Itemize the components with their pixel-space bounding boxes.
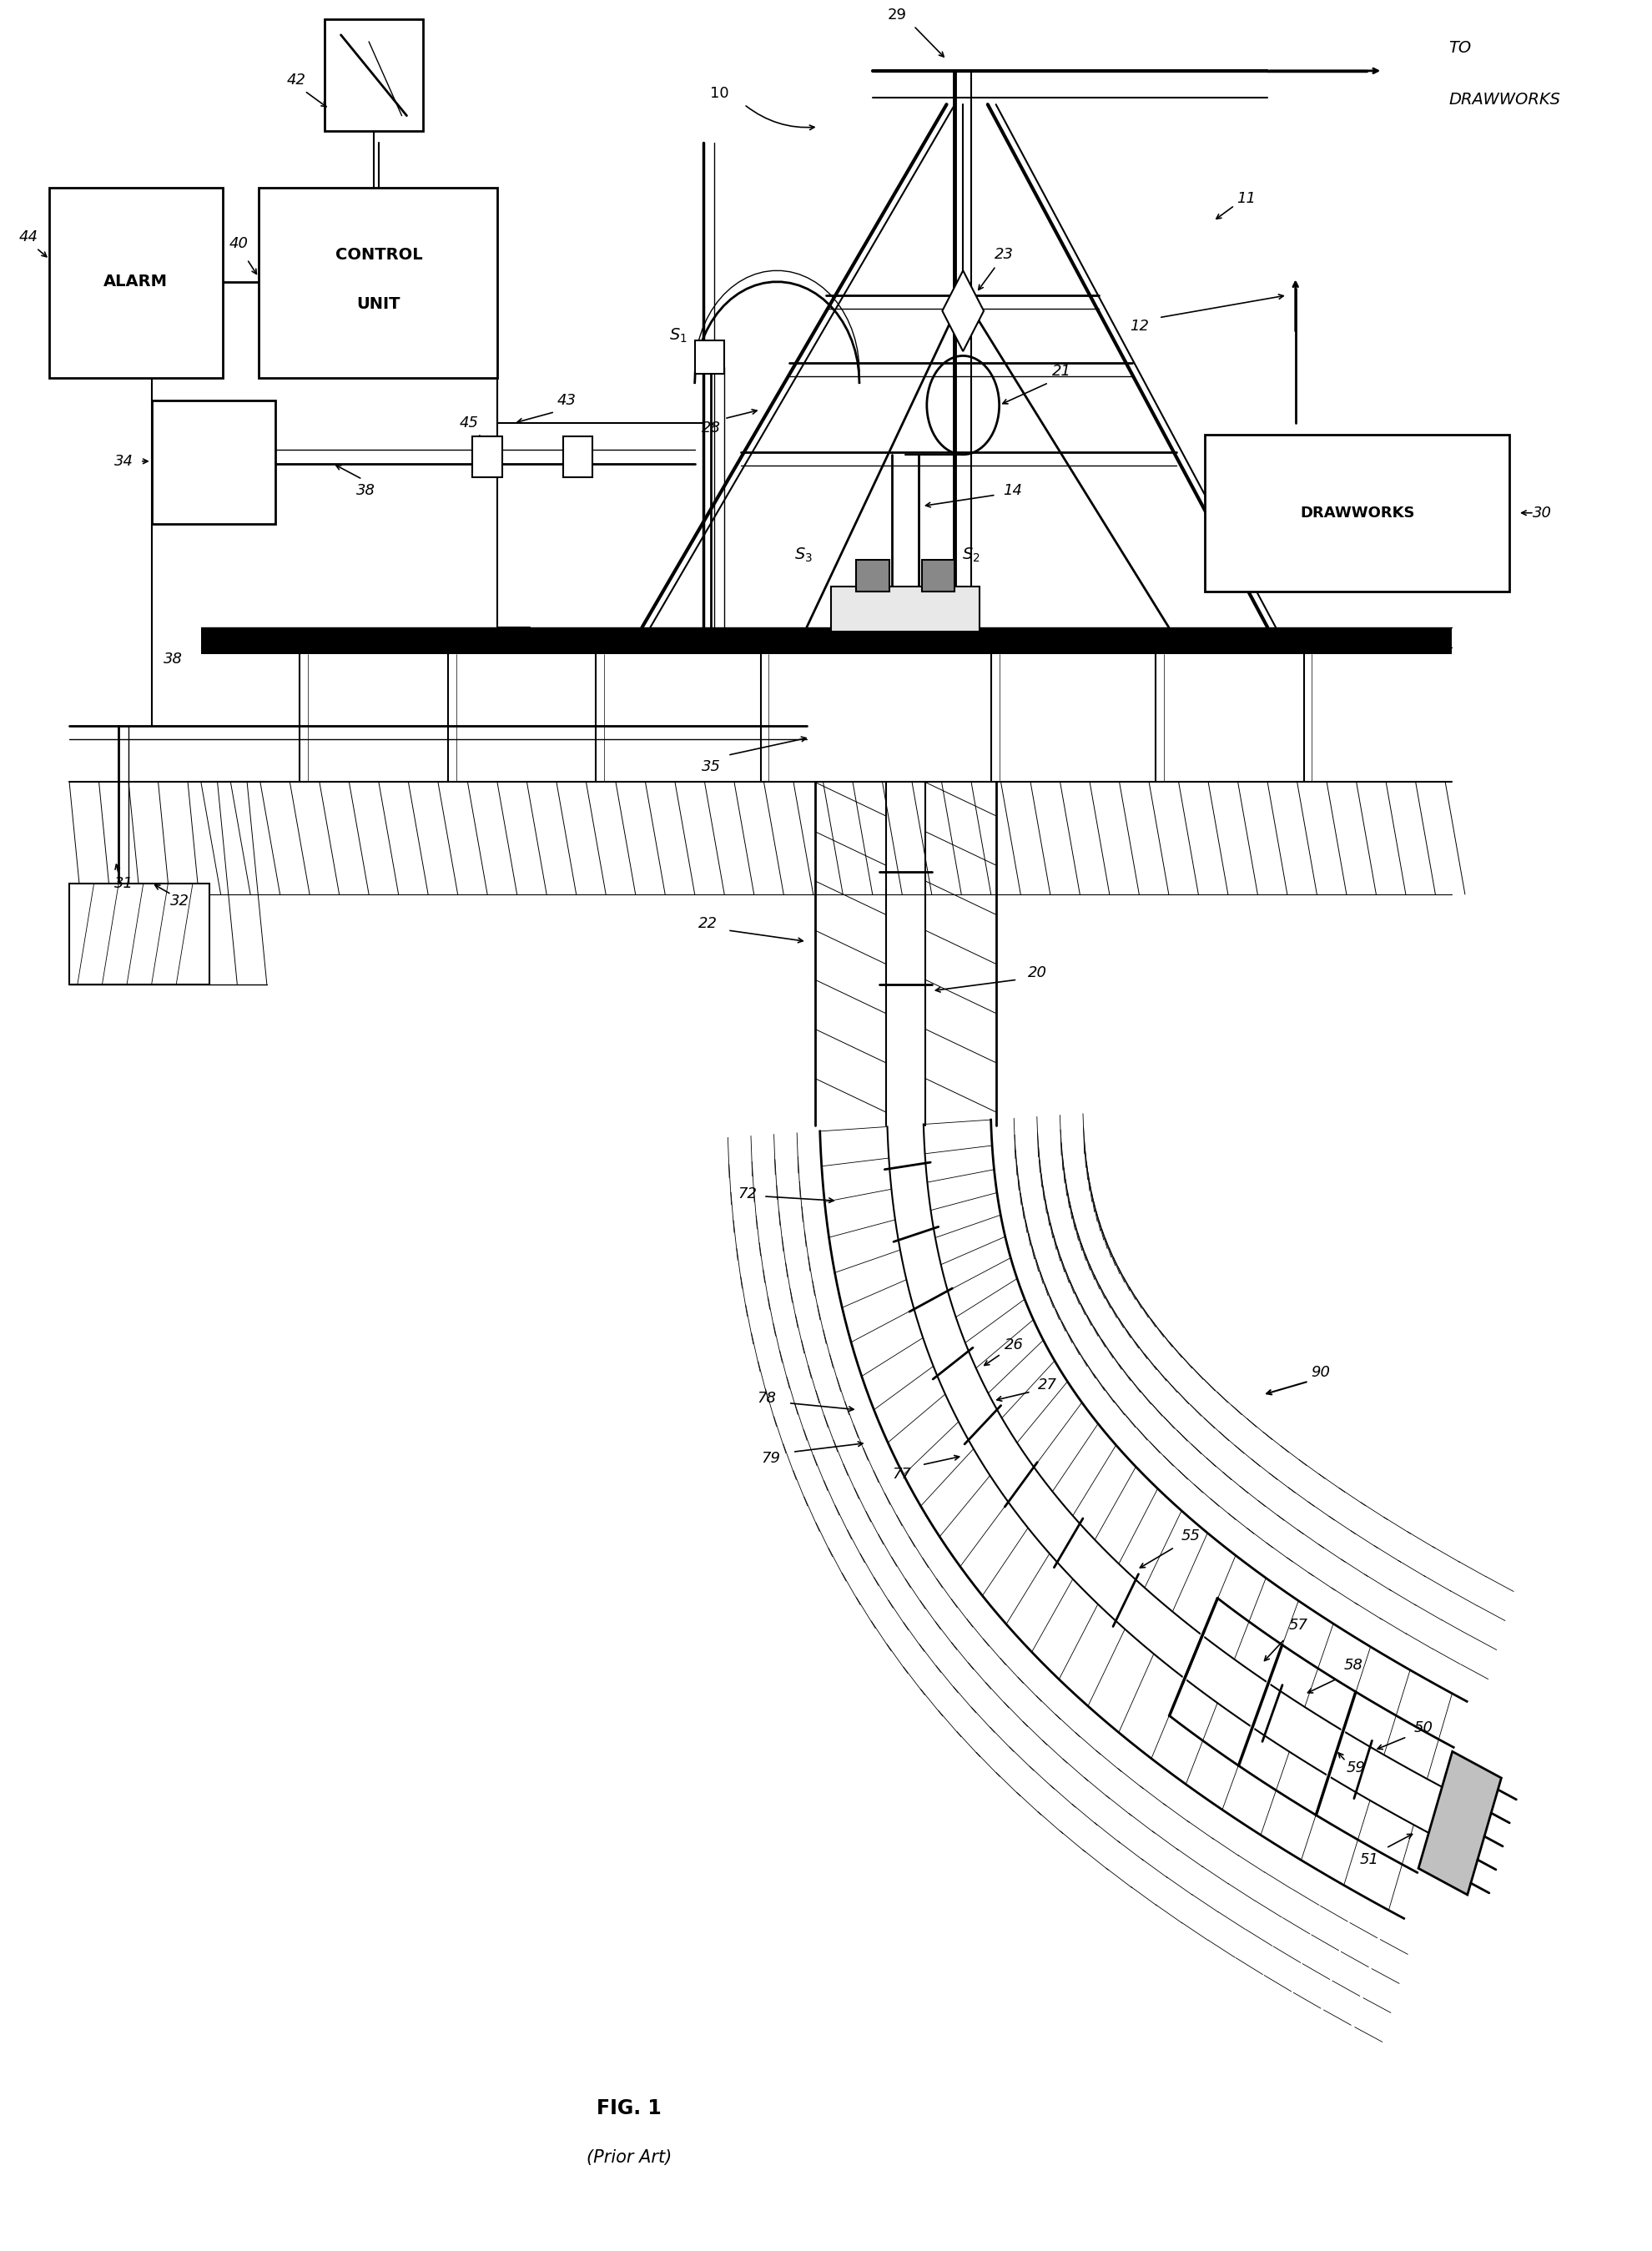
Polygon shape: [942, 270, 983, 351]
Bar: [831, 588, 980, 633]
Bar: [152, 401, 274, 524]
Text: ALARM: ALARM: [102, 275, 167, 290]
Bar: [694, 340, 724, 374]
Text: 58: 58: [1343, 1657, 1363, 1672]
Text: 42: 42: [287, 72, 306, 88]
Text: 32: 32: [170, 894, 188, 909]
Bar: [856, 560, 889, 592]
Bar: [563, 437, 593, 477]
Text: 26: 26: [1004, 1337, 1023, 1353]
Text: CONTROL: CONTROL: [335, 248, 423, 263]
Text: 79: 79: [762, 1452, 780, 1465]
Text: 27: 27: [1037, 1378, 1057, 1393]
Text: DRAWWORKS: DRAWWORKS: [1298, 506, 1414, 520]
Text: 59: 59: [1345, 1760, 1365, 1776]
Text: 21: 21: [1052, 365, 1070, 378]
Text: 22: 22: [697, 916, 717, 932]
Text: 57: 57: [1289, 1618, 1307, 1632]
Text: 51: 51: [1360, 1853, 1378, 1866]
Text: 38: 38: [164, 651, 182, 666]
Text: 77: 77: [892, 1465, 912, 1481]
Bar: [50, 187, 223, 378]
Text: 55: 55: [1181, 1528, 1199, 1544]
Text: 28: 28: [700, 421, 720, 434]
Bar: [324, 20, 423, 131]
Text: 43: 43: [557, 394, 575, 407]
Bar: [922, 560, 953, 592]
Text: DRAWWORKS: DRAWWORKS: [1447, 92, 1559, 108]
Text: TO: TO: [1447, 41, 1470, 56]
Text: 20: 20: [1028, 966, 1046, 981]
Text: 29: 29: [887, 7, 907, 23]
Text: 23: 23: [995, 248, 1013, 263]
Text: 78: 78: [757, 1391, 776, 1407]
Text: 31: 31: [114, 876, 134, 891]
Text: 90: 90: [1310, 1364, 1330, 1380]
Text: 35: 35: [700, 759, 720, 774]
Text: UNIT: UNIT: [357, 297, 400, 313]
Text: 30: 30: [1531, 506, 1551, 520]
Text: 12: 12: [1128, 320, 1148, 333]
Text: 10: 10: [710, 86, 729, 101]
Bar: [202, 628, 1450, 655]
Text: 40: 40: [230, 236, 248, 252]
Text: $S_1$: $S_1$: [669, 326, 687, 344]
Text: 38: 38: [355, 484, 375, 497]
Bar: [258, 187, 497, 378]
Bar: [69, 882, 210, 984]
Bar: [1204, 434, 1508, 592]
Polygon shape: [1417, 1751, 1500, 1895]
Bar: [472, 437, 502, 477]
Text: 14: 14: [1003, 484, 1021, 497]
Text: $S_2$: $S_2$: [961, 547, 980, 565]
Text: (Prior Art): (Prior Art): [586, 2150, 671, 2165]
Text: 45: 45: [459, 416, 479, 430]
Text: 34: 34: [114, 455, 134, 468]
Text: FIG. 1: FIG. 1: [596, 2098, 661, 2118]
Text: 11: 11: [1236, 191, 1256, 207]
Text: 72: 72: [737, 1186, 757, 1202]
Text: 50: 50: [1412, 1720, 1432, 1736]
Text: 44: 44: [18, 230, 38, 245]
Text: $S_3$: $S_3$: [795, 547, 813, 565]
